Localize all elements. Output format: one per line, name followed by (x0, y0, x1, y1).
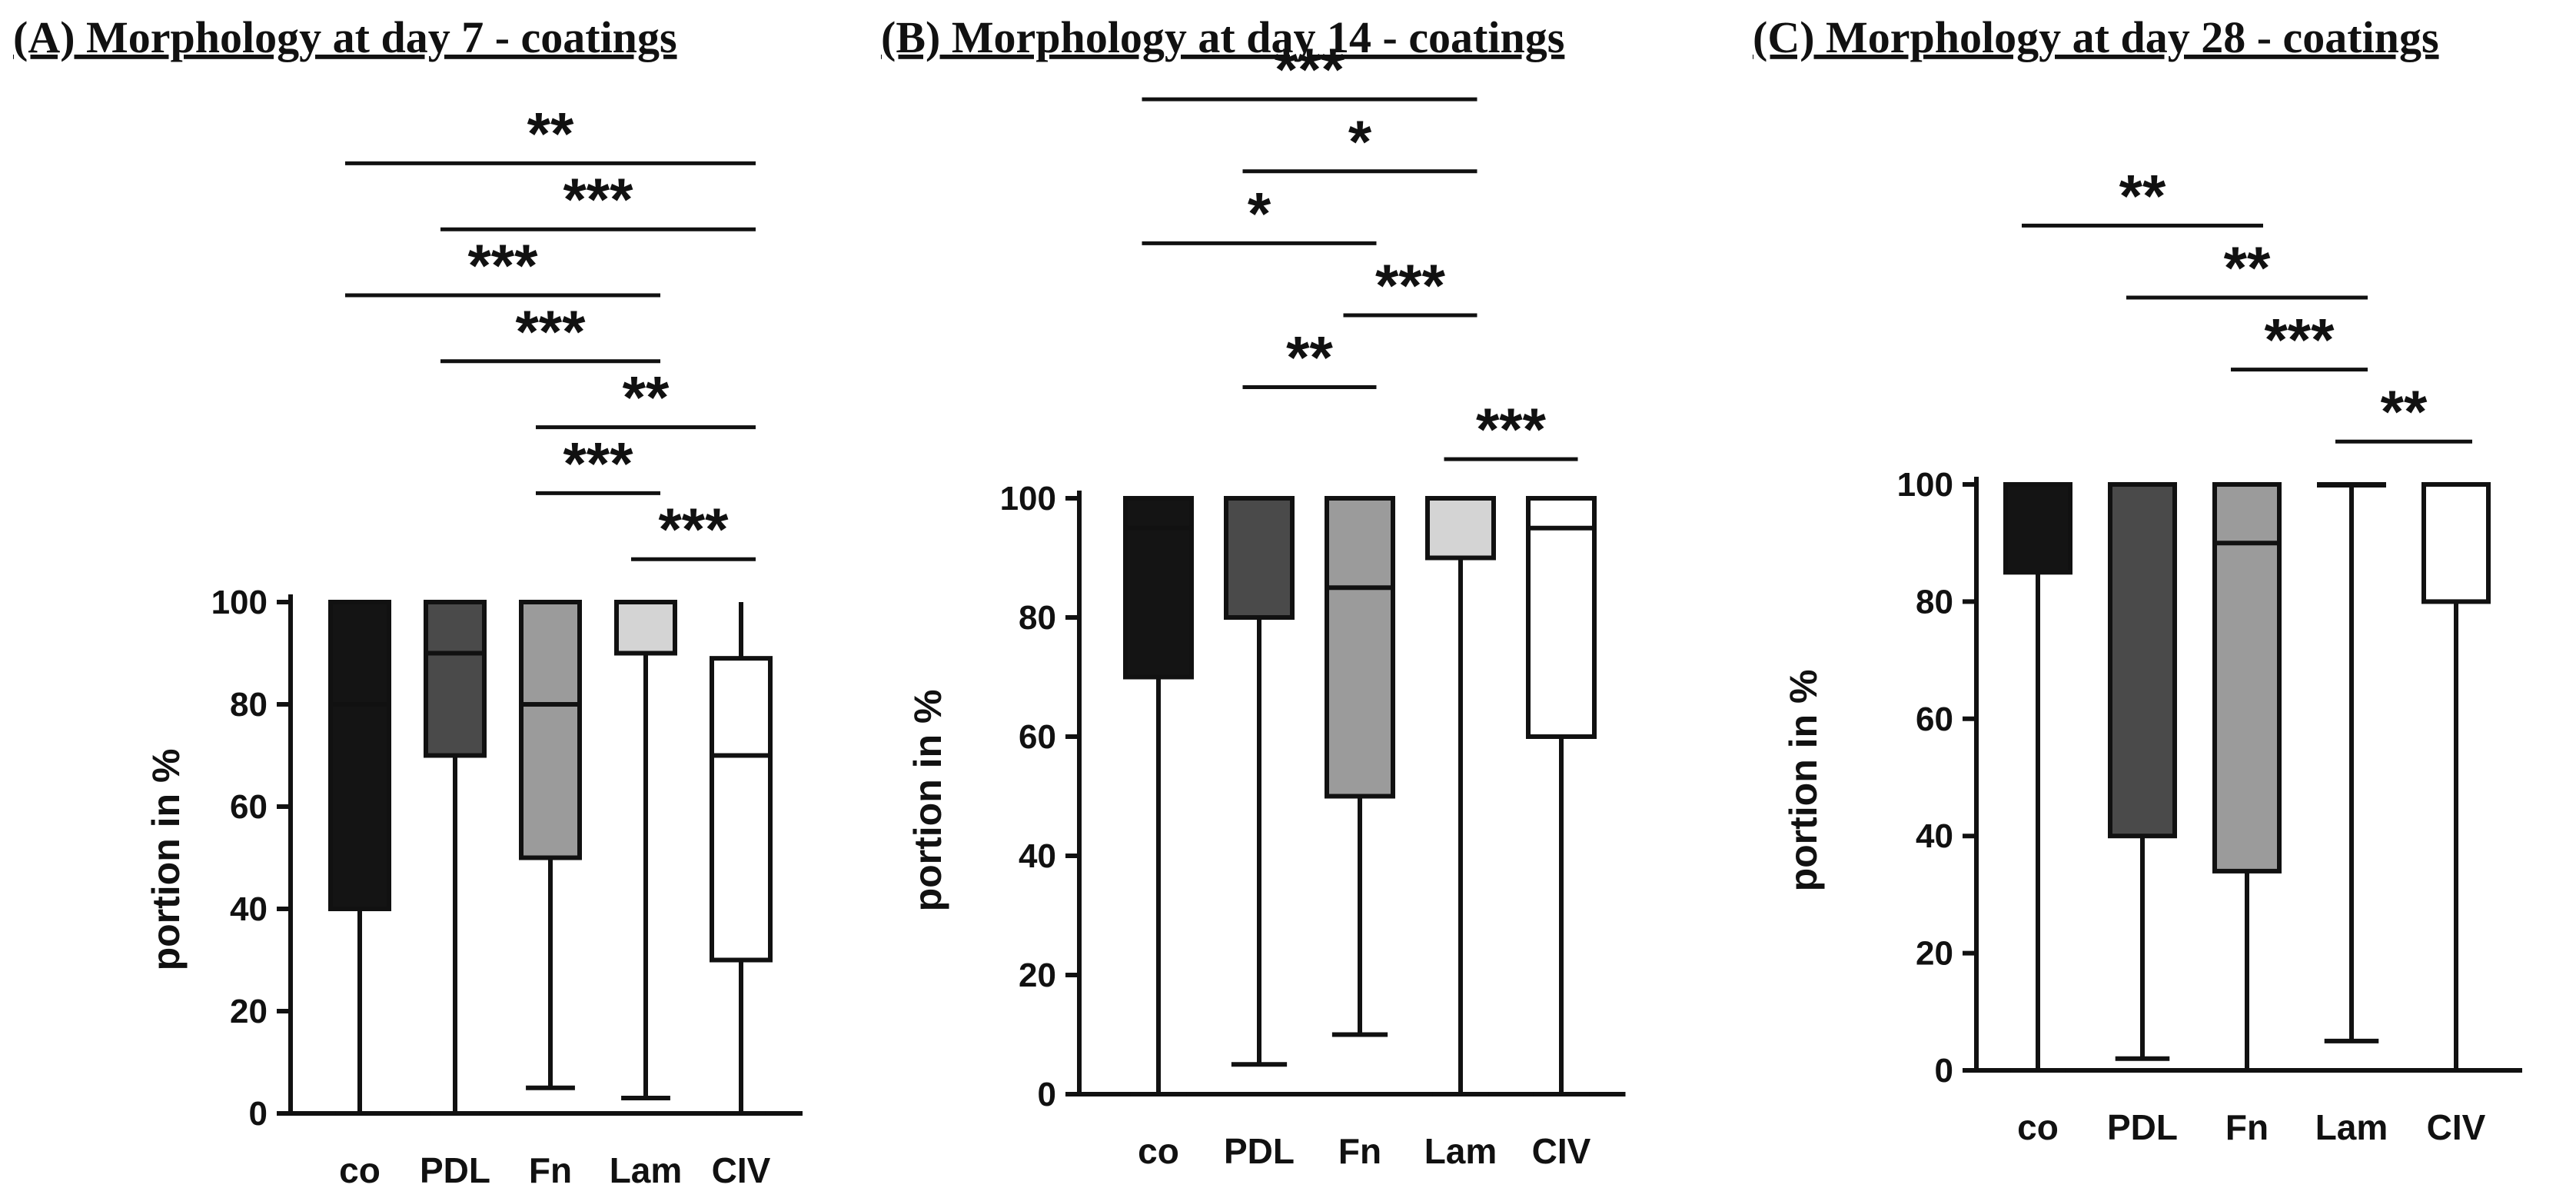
x-tick-label: Lam (610, 1150, 683, 1188)
x-tick-label: CIV (712, 1150, 771, 1188)
significance-label: *** (1476, 395, 1547, 463)
y-tick-label: 0 (1935, 1052, 1953, 1090)
panel-b-title: (B) Morphology at day 14 - coatings (881, 12, 1564, 62)
y-tick-label: 100 (211, 584, 268, 621)
box-CIV (1526, 496, 1597, 739)
y-tick-label: 40 (1916, 817, 1953, 855)
significance-label: *** (1275, 35, 1345, 103)
panel-a-title: (A) Morphology at day 7 - coatings (13, 12, 677, 62)
significance-label: *** (2264, 306, 2335, 374)
x-tick-label: co (1138, 1131, 1179, 1171)
panel-b-y-axis-label: portion in % (906, 690, 949, 912)
box-PDL (2108, 482, 2177, 839)
y-tick-label: 60 (230, 788, 268, 826)
panel-a: (A) Morphology at day 7 - coatings porti… (13, 12, 803, 1188)
y-tick-label: 20 (1019, 957, 1056, 994)
panel-c: (C) Morphology at day 28 - coatings port… (1753, 12, 2522, 1147)
y-tick-label: 40 (1019, 837, 1056, 875)
x-tick-label: Fn (2225, 1107, 2269, 1147)
box-CIV (2421, 482, 2491, 604)
y-tick-label: 60 (1916, 700, 1953, 738)
x-tick-label: PDL (2107, 1107, 2178, 1147)
y-tick-label: 60 (1019, 718, 1056, 756)
box-co (2003, 482, 2072, 575)
x-tick-label: Lam (1424, 1131, 1497, 1171)
significance-label: ** (1286, 324, 1333, 391)
y-tick-label: 0 (249, 1095, 268, 1133)
panel-c-title: (C) Morphology at day 28 - coatings (1753, 12, 2439, 62)
box-Lam (614, 600, 677, 656)
x-tick-label: Fn (1338, 1131, 1381, 1171)
box-Fn (2212, 482, 2282, 874)
y-tick-label: 0 (1038, 1076, 1056, 1113)
y-tick-label: 40 (230, 890, 268, 928)
significance-label: *** (515, 298, 586, 365)
box-co (1123, 496, 1194, 680)
x-tick-label: PDL (420, 1150, 490, 1188)
significance-label: *** (563, 429, 633, 497)
significance-label: ** (2381, 378, 2428, 445)
significance-label: * (1248, 179, 1271, 247)
x-tick-label: CIV (2427, 1107, 2486, 1147)
x-tick-label: PDL (1224, 1131, 1295, 1171)
panel-a-y-axis-label: portion in % (145, 749, 188, 971)
y-tick-label: 100 (1000, 480, 1056, 517)
x-tick-label: Fn (529, 1150, 572, 1188)
box-Fn (519, 600, 582, 860)
significance-label: ** (623, 364, 670, 431)
box-Lam (1425, 496, 1496, 561)
y-tick-label: 80 (230, 686, 268, 724)
x-tick-label: co (2017, 1107, 2059, 1147)
significance-label: ** (2119, 161, 2166, 229)
panel-c-y-axis-label: portion in % (1782, 670, 1825, 892)
y-tick-label: 80 (1916, 583, 1953, 621)
x-tick-label: co (339, 1150, 381, 1188)
y-tick-label: 80 (1019, 599, 1056, 637)
box-Fn (1325, 496, 1395, 799)
box-PDL (424, 600, 487, 758)
x-tick-label: Lam (2315, 1107, 2388, 1147)
significance-label: ** (527, 99, 574, 167)
y-tick-label: 20 (1916, 935, 1953, 973)
y-tick-label: 100 (1897, 466, 1953, 504)
box-PDL (1224, 496, 1295, 620)
significance-label: *** (658, 495, 729, 563)
significance-label: ** (2224, 234, 2271, 301)
y-tick-label: 20 (230, 993, 268, 1030)
box-co (328, 600, 391, 911)
significance-label: *** (563, 165, 633, 233)
box-CIV (710, 656, 773, 963)
significance-label: * (1348, 108, 1372, 175)
significance-label: *** (1375, 251, 1446, 319)
panel-b: (B) Morphology at day 14 - coatings port… (881, 12, 1626, 1171)
x-tick-label: CIV (1532, 1131, 1591, 1171)
significance-label: *** (467, 231, 538, 299)
